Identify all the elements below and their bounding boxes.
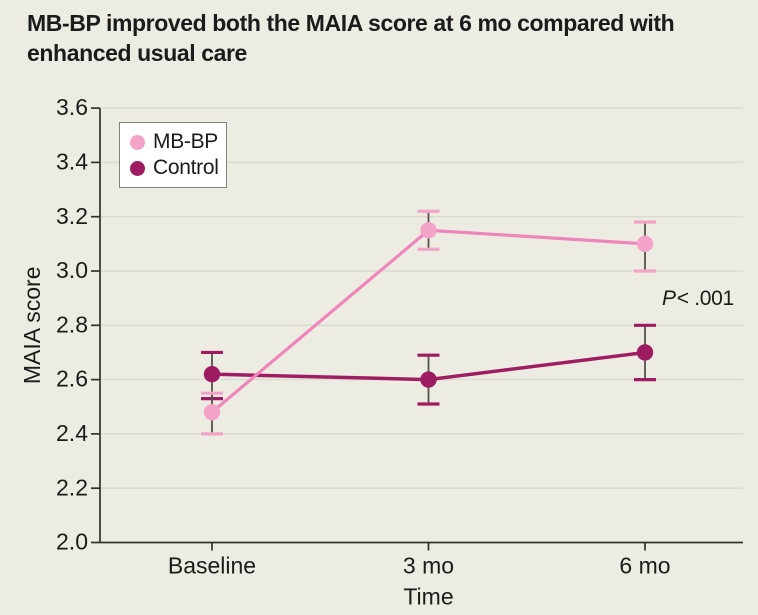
data-point-control (636, 344, 654, 361)
y-tick-label: 3.2 (56, 203, 88, 229)
y-tick-label: 2.8 (56, 311, 88, 337)
data-point-mbbp (420, 222, 437, 239)
legend: MB-BP Control (119, 122, 227, 188)
legend-marker-control-icon (130, 160, 145, 176)
figure-title: MB-BP improved both the MAIA score at 6 … (27, 10, 675, 66)
y-axis-title: MAIA score (19, 266, 45, 384)
data-point-control (420, 371, 437, 388)
y-tick-label: 2.0 (56, 529, 88, 555)
legend-marker-mbbp-icon (130, 134, 145, 150)
y-tick-label: 3.4 (56, 148, 88, 174)
p-value-prefix: P (662, 287, 676, 310)
y-tick-label: 3.6 (56, 94, 88, 120)
data-point-control (203, 365, 221, 383)
x-axis-title: Time (403, 584, 453, 610)
y-tick-label: 3.0 (56, 257, 88, 283)
legend-label-control: Control (153, 156, 219, 179)
legend-item-mbbp: MB-BP (130, 130, 220, 154)
x-tick-label: 3 mo (403, 553, 454, 579)
y-tick-label: 2.6 (56, 366, 88, 392)
legend-label-mbbp: MB-BP (153, 130, 219, 153)
y-tick-label: 2.2 (56, 474, 88, 500)
x-tick-label: Baseline (168, 553, 256, 579)
y-tick-label: 2.4 (56, 420, 88, 446)
data-point-mbbp (203, 403, 221, 421)
p-value-text: < .001 (676, 287, 734, 310)
data-point-mbbp (636, 235, 654, 253)
x-tick-label: 6 mo (619, 553, 670, 579)
p-value-annotation: P< .001 (662, 287, 734, 311)
legend-item-control: Control (130, 156, 220, 180)
